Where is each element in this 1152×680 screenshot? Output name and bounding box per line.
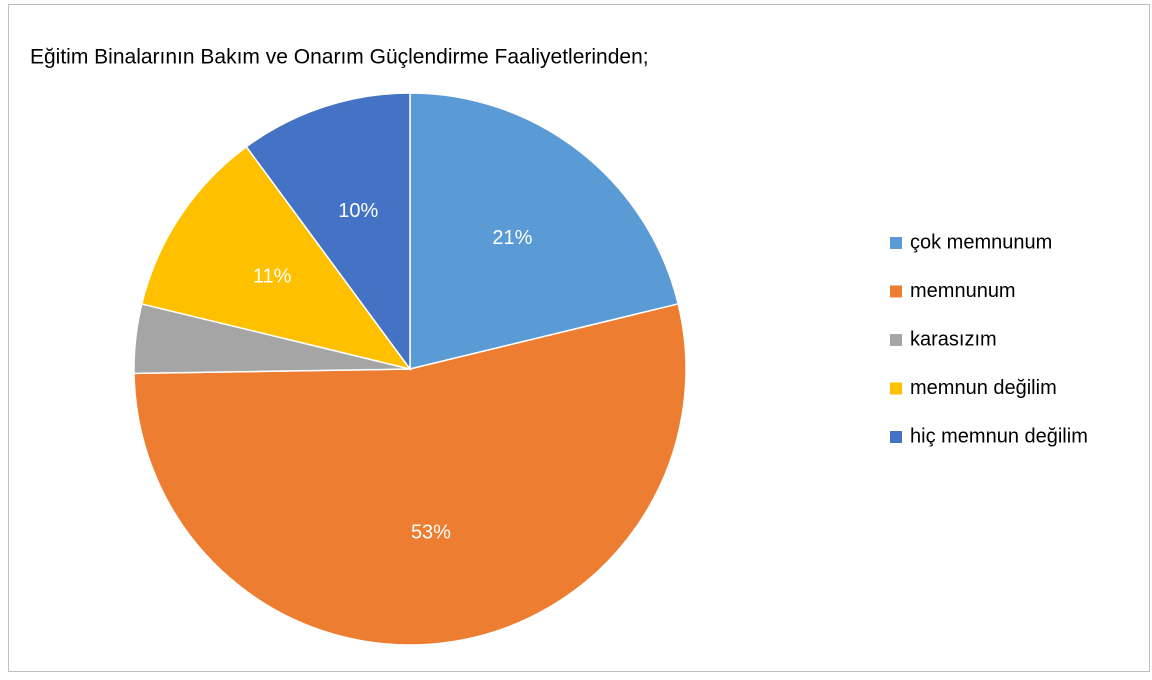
legend-label: hiç memnun değilim <box>910 425 1088 447</box>
legend-swatch <box>890 382 902 395</box>
data-label: 11% <box>253 266 292 288</box>
legend-label: çok memnunum <box>910 231 1052 253</box>
data-label: 10% <box>338 200 378 222</box>
legend-swatch <box>890 431 902 443</box>
pie-slice <box>133 303 687 646</box>
legend-swatch <box>890 285 902 298</box>
pie-slice <box>409 92 680 370</box>
data-label: 21% <box>492 227 532 249</box>
chart-title: Eğitim Binalarının Bakım ve Onarım Güçle… <box>30 46 649 69</box>
legend-label: memnun değilim <box>910 377 1057 399</box>
legend-label: memnunum <box>910 280 1016 302</box>
data-label: 53% <box>411 522 451 544</box>
legend-label: karasızım <box>910 328 997 350</box>
pie-slice <box>140 145 412 371</box>
legend-swatch <box>890 237 902 249</box>
legend-swatch <box>890 334 902 346</box>
pie-slice <box>245 92 411 372</box>
